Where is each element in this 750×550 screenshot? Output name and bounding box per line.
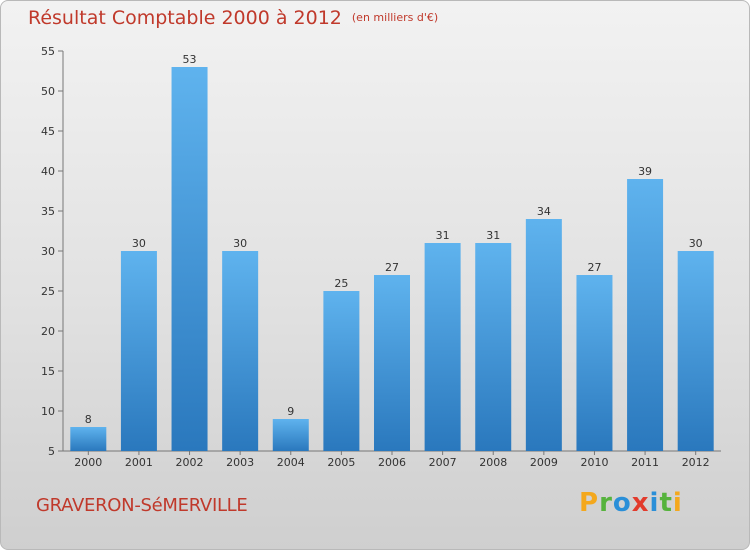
bar: [677, 251, 714, 451]
chart-title: Résultat Comptable 2000 à 2012 (en millie…: [28, 7, 438, 29]
y-tick-label: 30: [41, 245, 55, 258]
bar: [424, 243, 461, 451]
y-tick-label: 50: [41, 85, 55, 98]
x-tick-label: 2012: [682, 456, 710, 469]
bar: [525, 219, 562, 451]
y-tick-label: 10: [41, 405, 55, 418]
y-tick-label: 20: [41, 325, 55, 338]
x-tick-label: 2003: [226, 456, 254, 469]
data-label: 27: [385, 261, 399, 274]
data-label: 39: [638, 165, 652, 178]
x-tick-label: 2010: [580, 456, 608, 469]
bar: [475, 243, 512, 451]
x-tick-label: 2007: [429, 456, 457, 469]
bar: [374, 275, 410, 451]
y-tick-label: 25: [41, 285, 55, 298]
bars: [70, 67, 714, 451]
y-tick-label: 40: [41, 165, 55, 178]
x-tick-label: 2005: [327, 456, 355, 469]
y-tick-label: 55: [41, 45, 55, 58]
y-tick-label: 5: [48, 445, 55, 458]
y-tick-label: 15: [41, 365, 55, 378]
x-tick-label: 2009: [530, 456, 558, 469]
chart-subtitle: (en milliers d'€): [351, 11, 439, 24]
labels: 2000 8 2001 30 2002 53 2003 30 2004 9 2005 25 2006 27…: [74, 53, 709, 469]
data-label: 30: [132, 237, 146, 250]
bar: [323, 291, 360, 451]
data-label: 9: [287, 405, 294, 418]
data-label: 31: [486, 229, 500, 242]
bar: [120, 251, 157, 451]
data-label: 34: [537, 205, 551, 218]
data-label: 53: [183, 53, 197, 66]
data-label: 30: [689, 237, 703, 250]
x-tick-label: 2001: [125, 456, 153, 469]
x-tick-label: 2006: [378, 456, 406, 469]
data-label: 30: [233, 237, 247, 250]
data-label: 27: [587, 261, 601, 274]
data-label: 25: [334, 277, 348, 290]
x-tick-label: 2002: [176, 456, 204, 469]
bar: [222, 251, 259, 451]
bar: [70, 427, 107, 451]
x-tick-label: 2000: [74, 456, 102, 469]
commune-name: GRAVERON-SéMERVILLE: [36, 495, 248, 516]
proxiti-logo: Proxiti: [579, 488, 683, 518]
y-tick-label: 45: [41, 125, 55, 138]
bar: [627, 179, 664, 451]
x-tick-label: 2004: [277, 456, 305, 469]
bar: [576, 275, 613, 451]
bar: [272, 419, 309, 451]
data-label: 8: [85, 413, 92, 426]
y-tick-label: 35: [41, 205, 55, 218]
bar: [171, 67, 208, 451]
x-tick-label: 2008: [479, 456, 507, 469]
x-tick-label: 2011: [631, 456, 659, 469]
chart-title-text: Résultat Comptable 2000 à 2012: [28, 7, 342, 29]
data-label: 31: [436, 229, 450, 242]
